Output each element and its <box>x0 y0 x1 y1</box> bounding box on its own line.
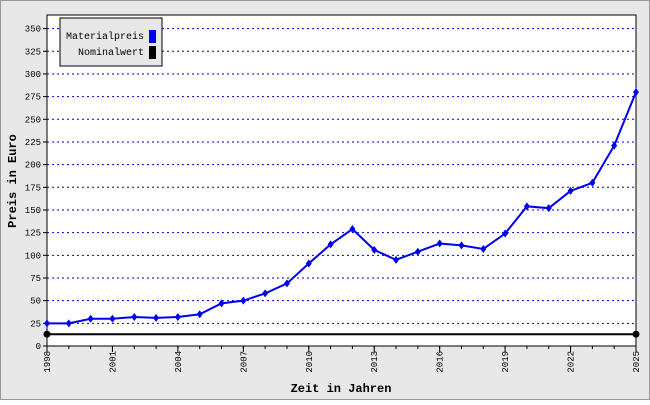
x-tick-label: 2019 <box>501 351 511 373</box>
y-tick-label: 275 <box>25 93 41 103</box>
y-tick-label: 75 <box>30 274 41 284</box>
x-tick-label: 2013 <box>370 351 380 373</box>
point <box>523 202 530 211</box>
x-tick-label: 2025 <box>632 351 642 373</box>
point <box>371 245 378 254</box>
point <box>240 296 247 305</box>
point <box>43 330 51 338</box>
legend-box <box>59 17 163 67</box>
y-tick-label: 325 <box>25 47 41 57</box>
legend-label: Materialpreis <box>66 31 144 43</box>
point <box>545 204 552 213</box>
y-tick-label: 200 <box>25 161 41 171</box>
point <box>436 239 443 248</box>
y-axis-label: Preis in Euro <box>6 134 20 228</box>
point <box>611 141 618 150</box>
point <box>262 289 269 298</box>
point <box>480 244 487 253</box>
point <box>196 310 203 319</box>
point <box>174 312 181 321</box>
point <box>44 319 50 328</box>
x-axis-label: Zeit in Jahren <box>291 382 392 396</box>
x-tick-label: 2007 <box>239 351 249 373</box>
y-tick-label: 0 <box>36 342 41 352</box>
y-tick-label: 150 <box>25 206 41 216</box>
x-tick-label: 1998 <box>43 351 53 373</box>
point <box>283 279 290 288</box>
y-tick-label: 225 <box>25 138 41 148</box>
point <box>502 229 509 238</box>
point <box>589 178 596 187</box>
x-tick-label: 2016 <box>436 351 446 373</box>
x-tick-label: 2004 <box>174 351 184 373</box>
point <box>109 314 116 323</box>
point <box>632 330 640 338</box>
legend-swatch <box>149 30 156 43</box>
series-line <box>47 91 637 325</box>
point <box>458 241 465 250</box>
point <box>65 319 72 328</box>
point <box>327 240 334 249</box>
plot-area <box>46 14 637 347</box>
y-tick-label: 100 <box>25 251 41 261</box>
point <box>218 299 225 308</box>
y-tick-label: 25 <box>30 319 41 329</box>
point <box>87 314 94 323</box>
point <box>414 247 421 256</box>
x-tick-label: 2010 <box>305 351 315 373</box>
y-tick-label: 250 <box>25 115 41 125</box>
point <box>349 225 356 234</box>
point <box>567 186 574 195</box>
y-tick-label: 175 <box>25 183 41 193</box>
legend-swatch <box>149 46 156 59</box>
point <box>131 312 138 321</box>
point <box>393 255 400 264</box>
y-tick-label: 350 <box>25 25 41 35</box>
y-tick-label: 50 <box>30 297 41 307</box>
point <box>305 259 312 268</box>
y-tick-label: 125 <box>25 229 41 239</box>
point <box>633 88 639 97</box>
legend-label: Nominalwert <box>78 47 144 59</box>
point <box>153 313 160 322</box>
x-tick-label: 2001 <box>108 351 118 373</box>
y-tick-label: 300 <box>25 70 41 80</box>
x-tick-label: 2022 <box>567 351 577 373</box>
